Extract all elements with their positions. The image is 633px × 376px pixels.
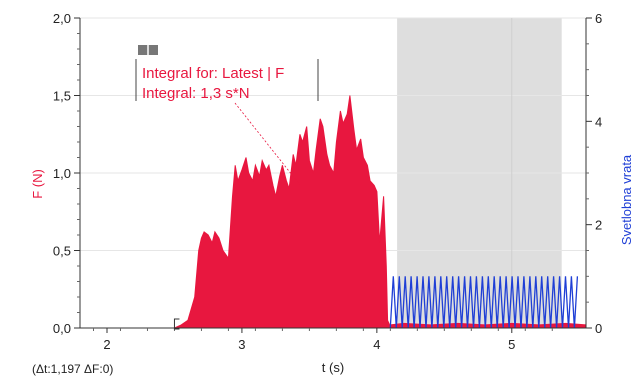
y2-tick-label: 6	[595, 11, 602, 26]
y-tick-label: 1,0	[53, 166, 71, 181]
x-tick-label: 3	[238, 337, 245, 352]
x-tick-label: 2	[103, 337, 110, 352]
y2-axis-title: Svetlobna vrata	[619, 154, 633, 245]
y-tick-label: 0,5	[53, 244, 71, 259]
x-tick-label: 5	[508, 337, 515, 352]
y-tick-label: 2,0	[53, 11, 71, 26]
x-tick-label: 4	[373, 337, 380, 352]
y2-tick-label: 2	[595, 218, 602, 233]
y-tick-label: 0,0	[53, 321, 71, 336]
y2-tick-label: 4	[595, 114, 602, 129]
series-f-area	[80, 95, 587, 329]
annotation-leader-line	[234, 102, 301, 186]
selection-bracket[interactable]	[173, 318, 180, 330]
series-light-gate-line	[389, 276, 579, 329]
x-axis-title: t (s)	[322, 360, 344, 375]
annotation-line1: Integral for: Latest | F	[142, 65, 284, 82]
annotation-line2: Integral: 1,3 s*N	[142, 85, 250, 102]
y-tick-label: 1,5	[53, 89, 71, 104]
y2-tick-label: 0	[595, 321, 602, 336]
y-axis-title: F (N)	[30, 169, 45, 199]
delta-readout: (Δt:1,197 ΔF:0)	[32, 362, 113, 376]
integral-annotation[interactable]: Integral for: Latest | F Integral: 1,3 s…	[135, 45, 319, 186]
